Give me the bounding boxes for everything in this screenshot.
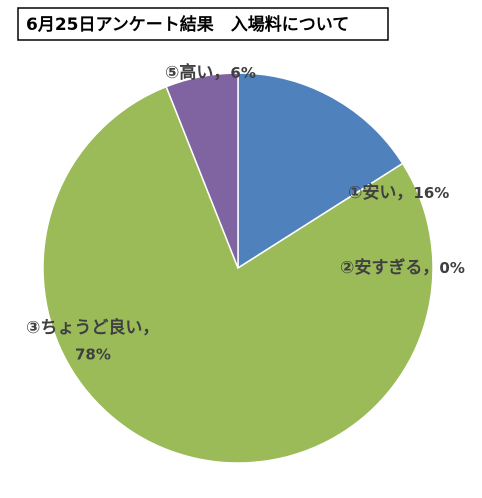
value-label: 78% — [75, 346, 111, 364]
data-label: ①安い，16% — [348, 182, 449, 203]
category-label: ②安すぎる， — [340, 257, 439, 278]
pie-slice — [237, 72, 404, 270]
pie-slice — [165, 72, 239, 269]
chart-title: 6月25日アンケート結果 入場料について — [26, 14, 349, 35]
category-label: ①安い， — [348, 182, 413, 203]
value-label: 0% — [439, 259, 464, 277]
value-label: 16% — [413, 184, 449, 202]
data-label: ②安すぎる，0% — [340, 257, 465, 278]
value-label: 6% — [230, 64, 255, 82]
category-label: ③ちょうど良い， — [26, 317, 159, 338]
data-label: ⑤高い，6% — [165, 62, 256, 83]
pie-slice — [42, 85, 434, 464]
title-box — [17, 7, 389, 41]
category-label: ⑤高い， — [165, 62, 230, 83]
